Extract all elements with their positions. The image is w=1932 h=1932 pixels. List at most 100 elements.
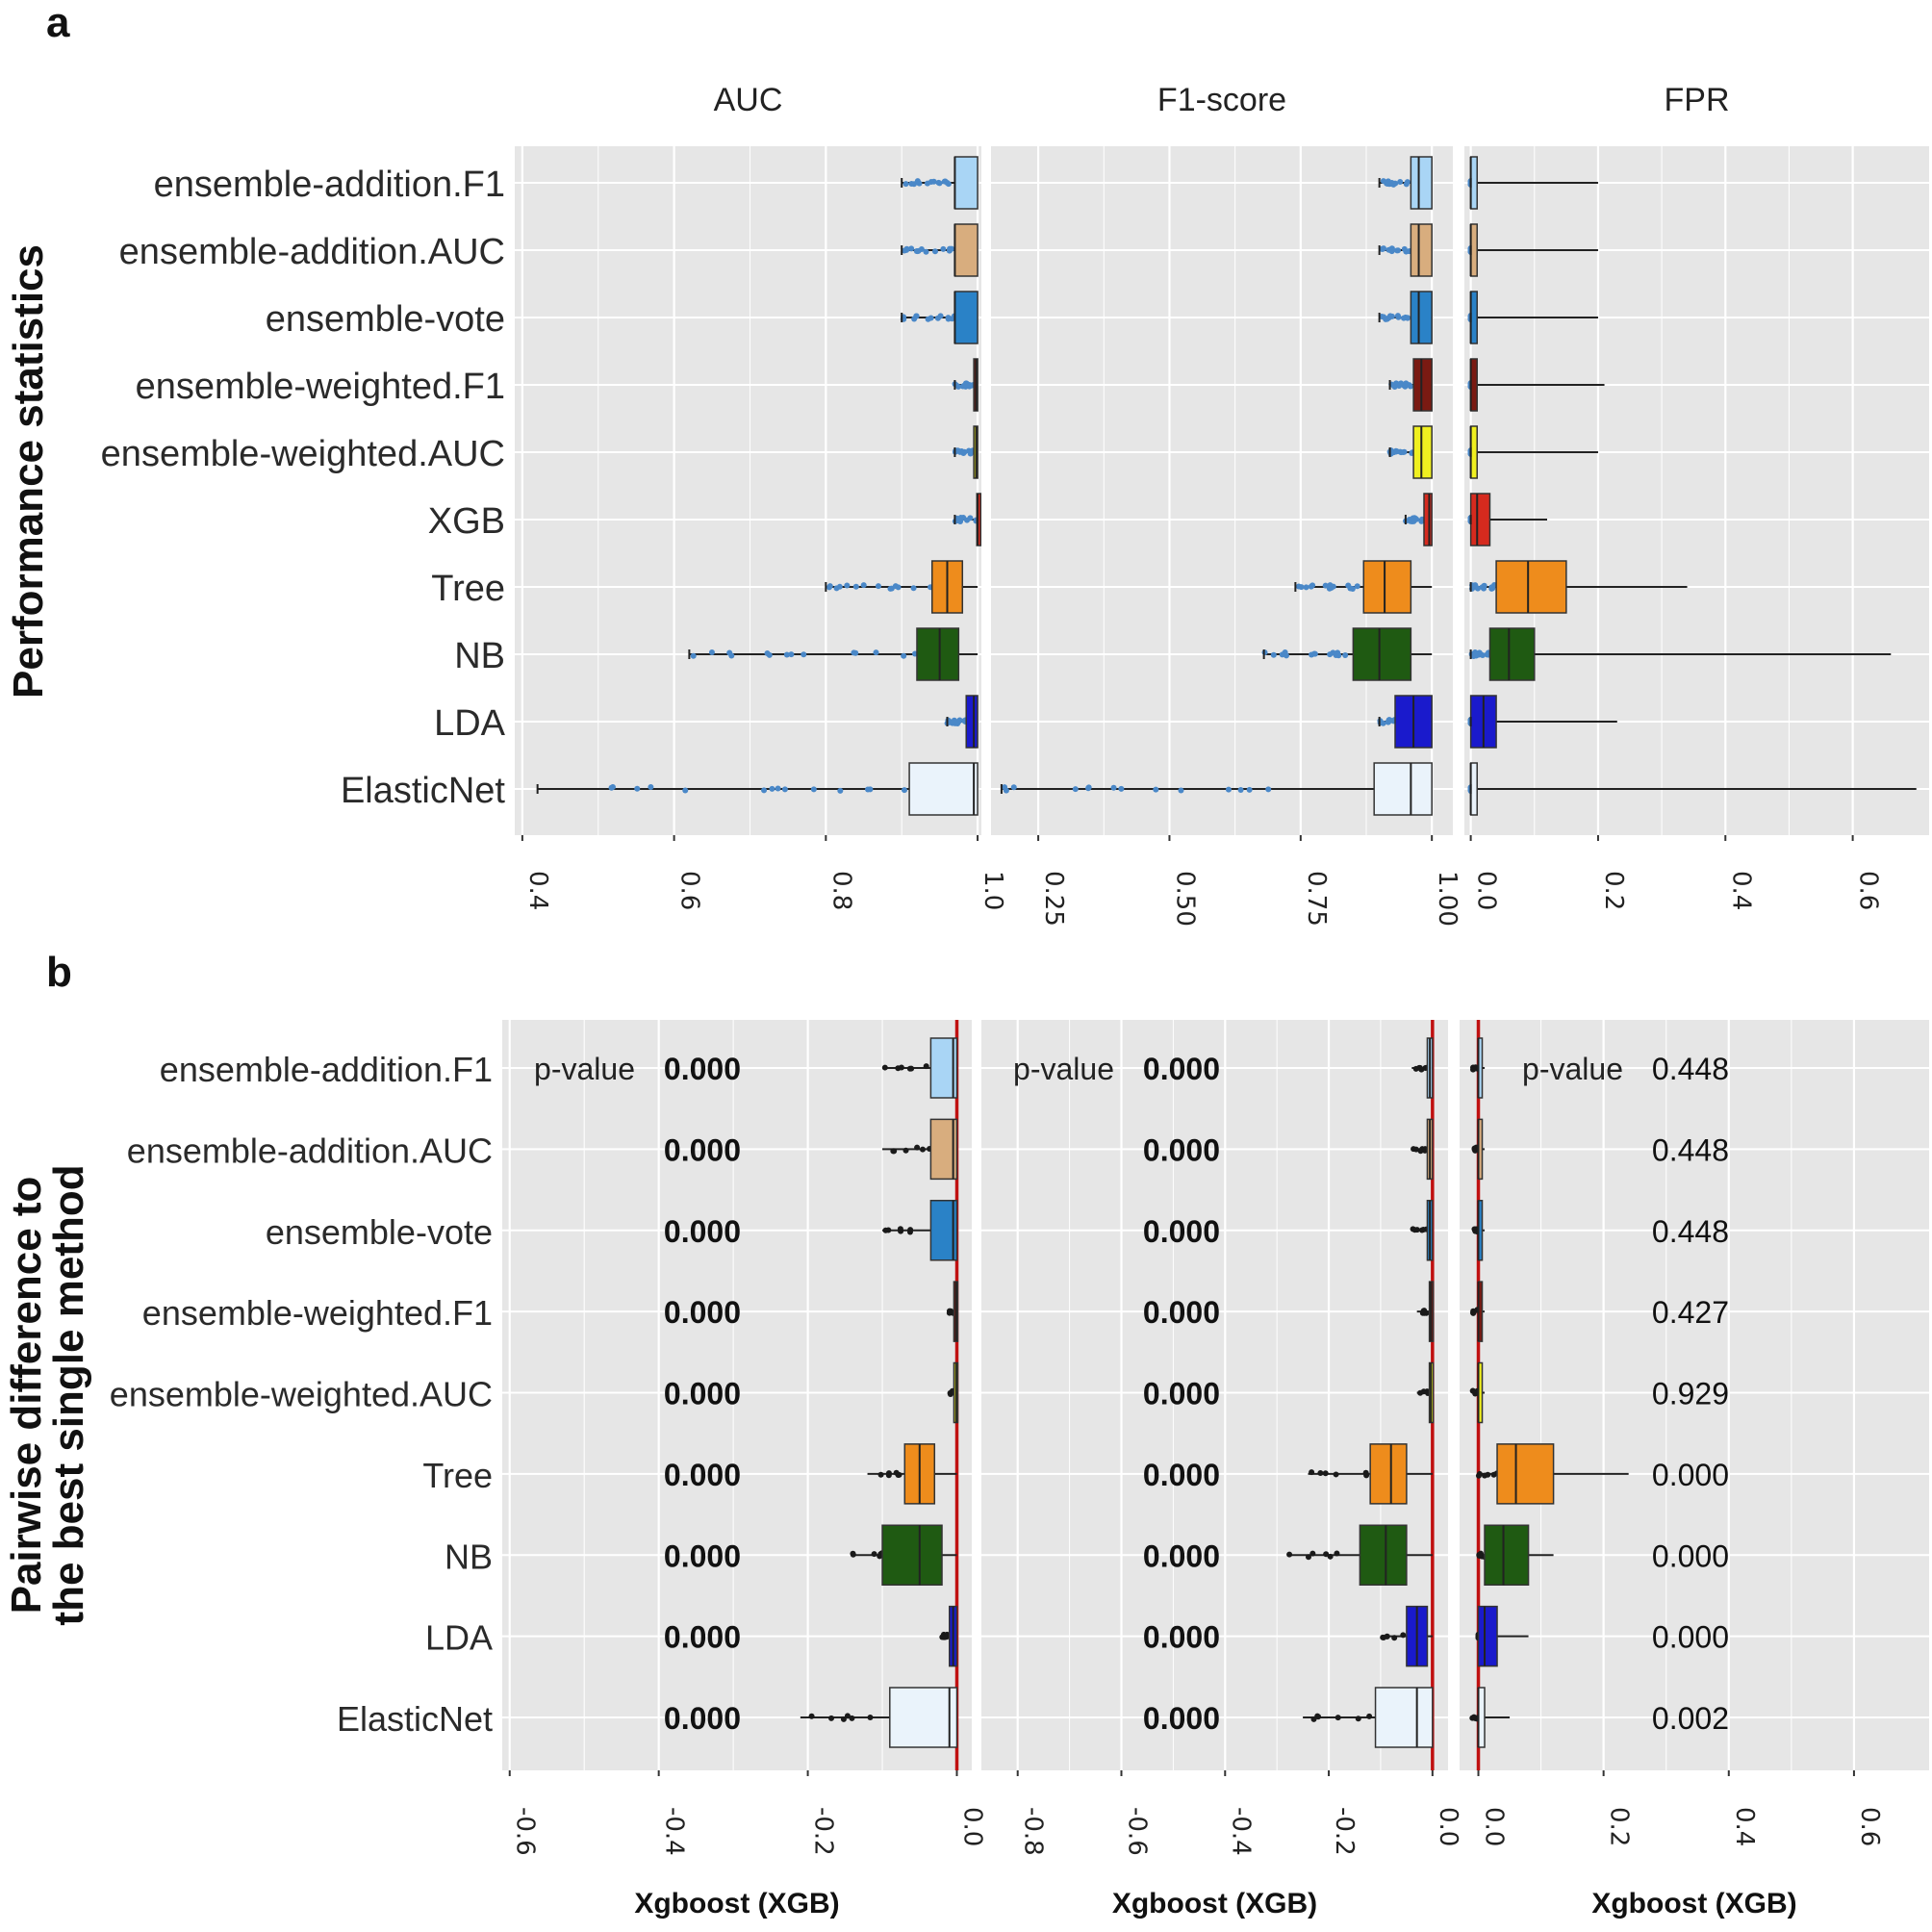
outlier-point	[1225, 786, 1232, 793]
outlier-point	[1323, 1551, 1330, 1558]
outlier-point	[947, 245, 953, 252]
p-value: 0.000	[1652, 1458, 1729, 1492]
p-value: 0.448	[1652, 1132, 1729, 1167]
outlier-point	[1394, 313, 1401, 319]
outlier-point	[608, 784, 615, 791]
outlier-point	[1322, 1470, 1329, 1477]
p-value: 0.000	[1652, 1620, 1729, 1655]
p-value: 0.000	[1143, 1132, 1220, 1167]
outlier-point	[911, 316, 918, 322]
x-axis-title: Xgboost (XGB)	[634, 1888, 839, 1919]
outlier-point	[1237, 786, 1244, 793]
outlier-point	[836, 583, 843, 590]
method-label: LDA	[425, 1618, 493, 1658]
outlier-point	[913, 248, 920, 255]
outlier-point	[1333, 1471, 1339, 1478]
box-body	[1373, 762, 1433, 816]
box-body	[916, 627, 960, 681]
panel-label-a: a	[46, 0, 70, 46]
outlier-point	[1423, 1309, 1430, 1316]
outlier-point	[955, 383, 962, 390]
p-value: 0.002	[1652, 1701, 1729, 1736]
x-tick-label: -0.4	[1226, 1807, 1255, 1856]
facet-title: FPR	[1665, 82, 1730, 118]
outlier-point	[1003, 787, 1009, 794]
outlier-point	[1270, 651, 1277, 658]
p-value: 0.448	[1652, 1214, 1729, 1249]
outlier-point	[1110, 784, 1117, 791]
box-body	[953, 156, 979, 210]
outlier-point	[931, 248, 938, 255]
outlier-point	[925, 316, 931, 322]
outlier-point	[810, 786, 817, 793]
outlier-point	[885, 1227, 892, 1233]
outlier-point	[1327, 582, 1334, 589]
x-tick-label: 0.75	[1302, 871, 1331, 927]
x-tick-label: 0.6	[675, 871, 704, 910]
outlier-point	[837, 787, 844, 794]
outlier-point	[939, 1634, 946, 1640]
p-value: 0.000	[1143, 1052, 1220, 1086]
method-label: ElasticNet	[341, 771, 505, 811]
outlier-point	[1410, 1226, 1416, 1233]
outlier-point	[850, 1551, 856, 1558]
box-body	[889, 1687, 958, 1748]
method-label: LDA	[434, 703, 506, 744]
outlier-point	[1403, 248, 1410, 255]
x-tick-label: -0.2	[1330, 1807, 1359, 1856]
outlier-point	[781, 786, 788, 793]
x-tick-label: 0.4	[1730, 1807, 1759, 1846]
box-body	[1477, 1605, 1498, 1667]
x-tick-label: 0.2	[1605, 1807, 1634, 1846]
outlier-point	[1472, 649, 1479, 656]
outlier-point	[914, 1144, 921, 1151]
outlier-point	[860, 582, 867, 589]
p-value: 0.000	[664, 1620, 741, 1655]
x-tick-label: -0.6	[511, 1807, 540, 1856]
box-body	[1410, 291, 1433, 344]
outlier-point	[1334, 1550, 1340, 1557]
outlier-point	[808, 1713, 815, 1719]
box-body	[1359, 1524, 1408, 1586]
p-value: 0.000	[664, 1538, 741, 1573]
outlier-point	[634, 785, 641, 792]
facet-background	[991, 146, 1453, 835]
box-body	[1374, 1687, 1434, 1748]
outlier-point	[935, 179, 942, 186]
outlier-point	[1392, 448, 1399, 455]
p-value: 0.000	[664, 1295, 741, 1330]
outlier-point	[1377, 720, 1384, 726]
y-axis-title-line: the best single method	[45, 1164, 92, 1625]
outlier-point	[849, 1715, 855, 1721]
outlier-point	[907, 1227, 914, 1233]
outlier-point	[1475, 1472, 1482, 1479]
x-tick-label: 0.50	[1170, 871, 1199, 927]
outlier-point	[1315, 1714, 1322, 1720]
outlier-point	[919, 1146, 926, 1153]
x-tick-label: -0.2	[809, 1807, 838, 1856]
outlier-point	[648, 784, 654, 791]
method-label: NB	[454, 636, 505, 676]
outlier-point	[908, 180, 915, 187]
box-body	[1352, 627, 1412, 681]
box-body	[953, 223, 979, 277]
box-body	[953, 291, 979, 344]
facet-title: AUC	[714, 82, 783, 118]
outlier-point	[867, 1714, 874, 1720]
outlier-point	[1390, 181, 1397, 188]
outlier-point	[1476, 1552, 1483, 1559]
outlier-point	[1412, 1146, 1419, 1153]
outlier-point	[801, 651, 807, 658]
outlier-point	[726, 649, 733, 656]
x-tick-label: 0.4	[1726, 871, 1755, 910]
box-body	[881, 1524, 943, 1586]
method-label: ensemble-addition.F1	[160, 1050, 493, 1089]
p-value: 0.000	[1143, 1458, 1220, 1492]
outlier-point	[1381, 1634, 1387, 1640]
outlier-point	[867, 786, 874, 793]
outlier-point	[1470, 1387, 1477, 1394]
outlier-point	[910, 585, 917, 592]
p-value: 0.000	[664, 1052, 741, 1086]
x-tick-label: 0.0	[1472, 871, 1501, 910]
outlier-point	[1310, 1716, 1317, 1722]
